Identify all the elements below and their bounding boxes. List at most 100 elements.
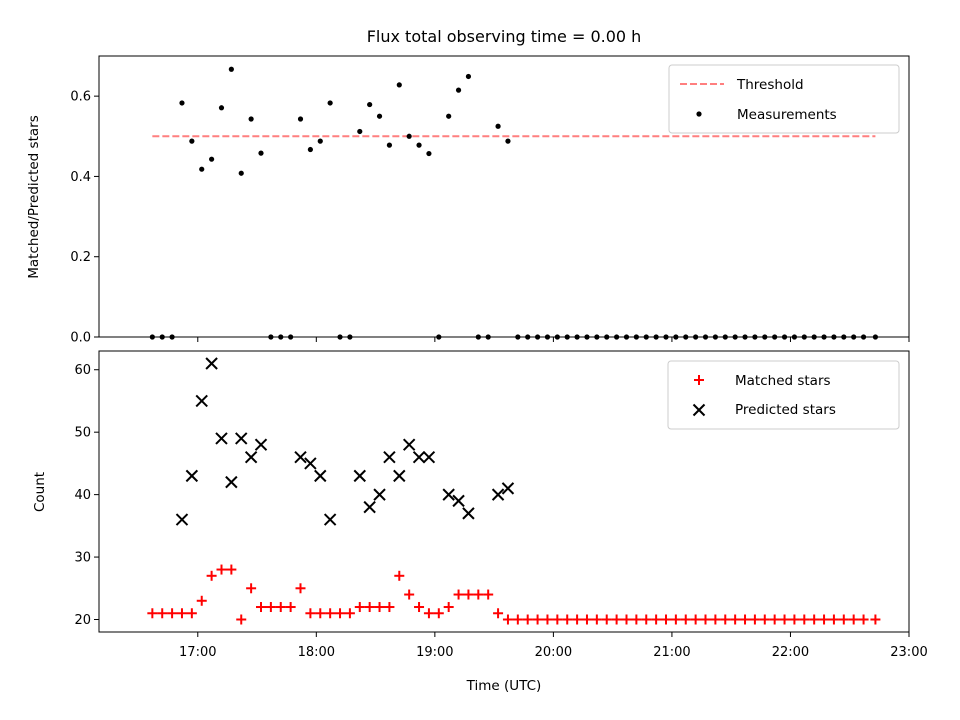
predicted-point bbox=[185, 469, 199, 483]
measurement-point bbox=[446, 113, 452, 119]
matched-point bbox=[769, 614, 780, 625]
measurement-point bbox=[495, 123, 501, 129]
measurement-point bbox=[505, 138, 511, 144]
bottom-x-axis-label: Time (UTC) bbox=[466, 678, 542, 694]
legend-plus-mark bbox=[694, 375, 704, 385]
measurement-point bbox=[426, 150, 432, 157]
matched-point bbox=[789, 614, 800, 625]
matched-point bbox=[512, 614, 523, 625]
measurement-point bbox=[209, 156, 215, 162]
matched-point bbox=[236, 614, 247, 625]
measurement-point bbox=[297, 116, 304, 122]
bottom-panel: 20 30 40 50 60 17:00 18:00 19:00 20:00 21:00 22:0… bbox=[32, 350, 928, 694]
matched-point bbox=[542, 614, 553, 625]
y-tick-label: 0.4 bbox=[70, 170, 91, 185]
predicted-point bbox=[452, 494, 465, 508]
matched-point bbox=[730, 614, 741, 625]
matched-point bbox=[700, 614, 711, 625]
legend-threshold-label: Threshold bbox=[736, 77, 804, 93]
measurement-point bbox=[228, 66, 234, 72]
x-tick-label: 20:00 bbox=[535, 645, 572, 660]
y-tick-label: 0.2 bbox=[70, 250, 91, 265]
matched-point bbox=[295, 583, 306, 594]
measurement-point bbox=[367, 101, 373, 108]
matched-point bbox=[167, 608, 178, 619]
matched-point bbox=[819, 614, 830, 625]
top-legend: Threshold Measurements bbox=[668, 64, 900, 134]
bottom-x-ticks: 17:00 18:00 19:00 20:00 21:00 22:00 23:00 bbox=[179, 632, 928, 660]
matched-point bbox=[433, 608, 444, 619]
measurement-point bbox=[307, 146, 313, 153]
matched-point bbox=[206, 570, 217, 581]
matched-point bbox=[621, 614, 632, 625]
measurement-point bbox=[317, 138, 323, 144]
matched-point bbox=[483, 589, 494, 600]
matched-point bbox=[532, 614, 543, 625]
bottom-y-ticks: 20 30 40 50 60 bbox=[74, 363, 99, 628]
matched-point bbox=[858, 614, 869, 625]
measurement-point bbox=[416, 142, 422, 148]
matched-point bbox=[463, 589, 474, 600]
predicted-point bbox=[323, 513, 337, 526]
top-chart-title: Flux total observing time = 0.00 h bbox=[367, 27, 642, 46]
y-tick-label: 20 bbox=[74, 613, 91, 628]
matched-point bbox=[631, 614, 642, 625]
matched-point bbox=[364, 602, 375, 613]
matched-point bbox=[404, 589, 415, 600]
matched-point bbox=[265, 602, 276, 613]
bottom-marks bbox=[147, 357, 881, 625]
matched-point bbox=[305, 608, 316, 619]
matched-point bbox=[848, 614, 859, 625]
measurement-point bbox=[396, 82, 402, 88]
measurement-point bbox=[179, 100, 185, 106]
x-tick-label: 18:00 bbox=[298, 645, 335, 660]
matched-point bbox=[414, 602, 425, 613]
matched-point bbox=[443, 602, 454, 613]
bottom-legend: Matched stars Predicted stars bbox=[667, 360, 900, 430]
measurement-point bbox=[189, 138, 195, 144]
predicted-point bbox=[363, 500, 376, 514]
y-tick-label: 60 bbox=[74, 363, 91, 378]
measurement-point bbox=[406, 133, 412, 139]
matched-point bbox=[157, 608, 168, 619]
matched-point bbox=[670, 614, 681, 625]
matched-point bbox=[651, 614, 662, 625]
measurement-point bbox=[258, 150, 264, 156]
y-tick-label: 30 bbox=[74, 551, 91, 566]
top-x-ticks bbox=[197, 337, 910, 342]
predicted-point bbox=[175, 513, 189, 526]
matched-point bbox=[453, 589, 464, 600]
x-tick-label: 21:00 bbox=[653, 645, 690, 660]
measurement-point bbox=[327, 100, 333, 106]
x-tick-label: 22:00 bbox=[772, 645, 809, 660]
y-tick-label: 0.0 bbox=[70, 331, 91, 346]
matched-point bbox=[502, 614, 513, 625]
matched-point bbox=[591, 614, 602, 625]
measurement-point bbox=[238, 170, 244, 176]
predicted-point bbox=[383, 450, 396, 464]
matched-point bbox=[226, 564, 237, 575]
matched-point bbox=[828, 614, 839, 625]
matched-point bbox=[870, 614, 881, 625]
legend-matched-swatch bbox=[694, 375, 704, 385]
predicted-point bbox=[402, 438, 416, 451]
bottom-legend-box bbox=[667, 360, 900, 430]
predicted-point bbox=[491, 488, 505, 501]
predicted-point bbox=[393, 469, 406, 483]
predicted-point bbox=[294, 450, 307, 464]
matched-point bbox=[759, 614, 770, 625]
measurement-point bbox=[376, 113, 383, 119]
predicted-point bbox=[412, 450, 426, 464]
predicted-point bbox=[353, 469, 366, 483]
matched-point bbox=[710, 614, 721, 625]
matched-point bbox=[186, 608, 197, 619]
legend-x-mark bbox=[692, 403, 706, 417]
predicted-point bbox=[501, 482, 515, 495]
matched-point bbox=[473, 589, 484, 600]
matched-point bbox=[325, 608, 336, 619]
matched-point bbox=[384, 602, 395, 613]
x-tick-label: 23:00 bbox=[890, 645, 927, 660]
legend-predicted-label: Predicted stars bbox=[735, 402, 836, 418]
matched-point bbox=[809, 614, 820, 625]
